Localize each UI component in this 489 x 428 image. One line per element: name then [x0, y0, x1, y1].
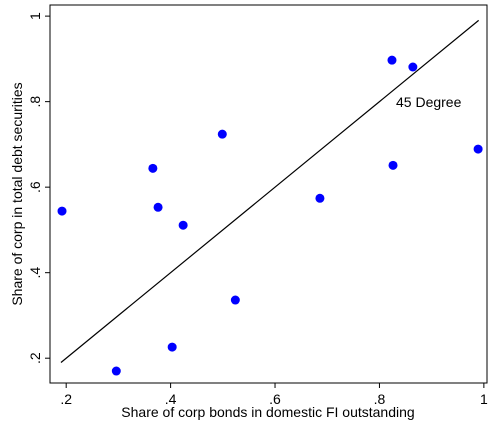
x-tick-label: .2 [60, 391, 72, 407]
x-tick-label: .4 [165, 391, 177, 407]
point [315, 193, 325, 203]
x-axis-label: Share of corp bonds in domestic FI outst… [121, 404, 414, 420]
point [178, 220, 188, 230]
point [167, 342, 177, 352]
plot-frame [49, 4, 488, 384]
y-tick-label: .2 [27, 352, 43, 364]
point [217, 129, 227, 139]
annotation: 45 Degree [396, 94, 462, 110]
y-tick-label: .8 [27, 96, 43, 108]
point [230, 295, 240, 305]
point [408, 62, 418, 72]
point [148, 163, 158, 173]
x-tick-label: 1 [480, 391, 488, 407]
reference-line [60, 19, 480, 363]
point [57, 206, 67, 216]
point [473, 144, 483, 154]
x-tick-label: .6 [269, 391, 281, 407]
point [153, 202, 163, 212]
x-tick-label: .8 [374, 391, 386, 407]
y-tick-label: .4 [27, 267, 43, 279]
point [387, 55, 397, 65]
point [388, 160, 398, 170]
point [111, 366, 121, 376]
y-tick-label: 1 [27, 12, 43, 20]
y-axis-label: Share of corp in total debt securities [9, 82, 25, 305]
y-tick-label: .6 [27, 181, 43, 193]
